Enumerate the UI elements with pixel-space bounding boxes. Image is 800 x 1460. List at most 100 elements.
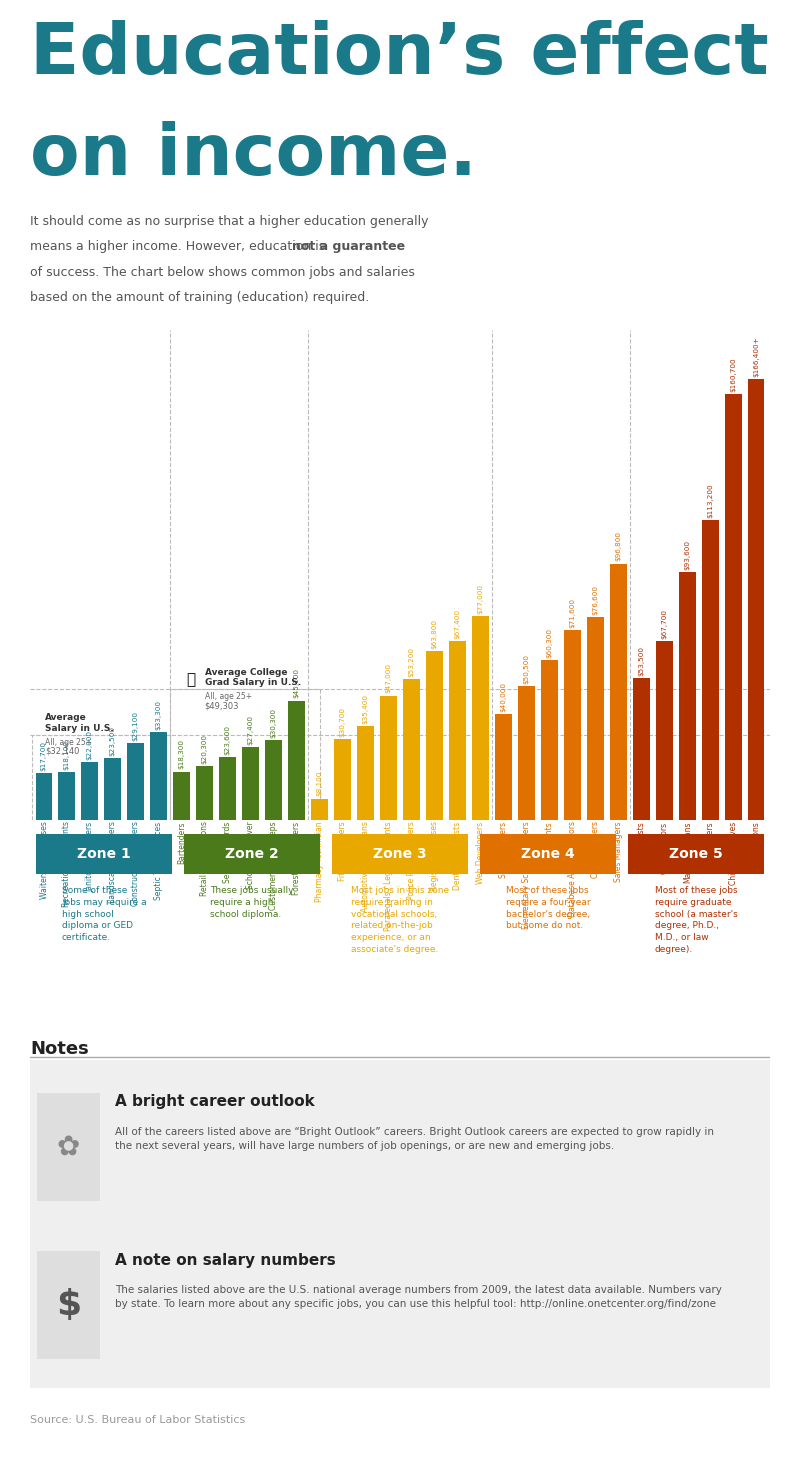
Bar bbox=[702, 520, 718, 821]
Text: $18,300: $18,300 bbox=[178, 739, 185, 769]
Text: $113,200: $113,200 bbox=[707, 483, 714, 518]
FancyBboxPatch shape bbox=[628, 834, 764, 875]
Text: Education’s effect: Education’s effect bbox=[30, 20, 769, 89]
FancyBboxPatch shape bbox=[36, 834, 172, 875]
Text: Most jobs in this zone
require training in
vocational schools,
related on-the-jo: Most jobs in this zone require training … bbox=[351, 886, 449, 953]
FancyBboxPatch shape bbox=[38, 1251, 100, 1359]
Bar bbox=[219, 758, 236, 821]
Bar bbox=[495, 714, 512, 821]
Text: $22,000: $22,000 bbox=[86, 730, 93, 759]
Bar bbox=[170, 689, 319, 821]
Bar bbox=[242, 748, 259, 821]
Bar bbox=[196, 766, 213, 821]
Text: Zone 4: Zone 4 bbox=[521, 847, 575, 861]
Text: Notes: Notes bbox=[30, 1041, 89, 1058]
Bar bbox=[564, 631, 581, 821]
Text: of success. The chart below shows common jobs and salaries: of success. The chart below shows common… bbox=[30, 266, 415, 279]
Bar bbox=[58, 772, 75, 821]
Text: $17,700: $17,700 bbox=[41, 742, 46, 771]
Text: $76,600: $76,600 bbox=[592, 585, 598, 615]
Text: $33,300: $33,300 bbox=[156, 699, 162, 730]
Text: not a guarantee: not a guarantee bbox=[292, 241, 405, 253]
Text: All, age 25+: All, age 25+ bbox=[45, 737, 92, 746]
Text: $23,600: $23,600 bbox=[225, 726, 230, 755]
Text: A note on salary numbers: A note on salary numbers bbox=[115, 1253, 336, 1267]
Text: Zone 5: Zone 5 bbox=[669, 847, 723, 861]
Text: $18,100: $18,100 bbox=[64, 740, 70, 769]
Bar bbox=[32, 734, 170, 821]
Text: A bright career outlook: A bright career outlook bbox=[115, 1095, 315, 1110]
Text: $29,100: $29,100 bbox=[133, 711, 138, 740]
Text: ✿: ✿ bbox=[57, 1133, 80, 1161]
Text: $49,303: $49,303 bbox=[205, 701, 239, 711]
Bar bbox=[334, 739, 351, 821]
Text: on income.: on income. bbox=[30, 121, 477, 190]
Text: $96,800: $96,800 bbox=[615, 531, 622, 562]
Bar bbox=[174, 771, 190, 821]
Bar bbox=[35, 774, 52, 821]
Text: Zone 3: Zone 3 bbox=[373, 847, 427, 861]
Bar bbox=[679, 572, 695, 821]
Text: Most of these jobs
require graduate
school (a master's
degree, Ph.D.,
M.D., or l: Most of these jobs require graduate scho… bbox=[654, 886, 738, 953]
Text: means a higher income. However, education is: means a higher income. However, educatio… bbox=[30, 241, 330, 253]
Text: All of the careers listed above are “Bright Outlook” careers. Bright Outlook car: All of the careers listed above are “Bri… bbox=[115, 1127, 714, 1150]
Bar bbox=[610, 564, 626, 821]
Text: $40,000: $40,000 bbox=[501, 682, 506, 712]
Bar bbox=[656, 641, 673, 821]
FancyBboxPatch shape bbox=[30, 1060, 770, 1388]
Bar bbox=[358, 726, 374, 821]
Text: $63,800: $63,800 bbox=[431, 619, 438, 648]
Text: All, age 25+: All, age 25+ bbox=[205, 692, 252, 701]
Text: $50,500: $50,500 bbox=[523, 654, 530, 685]
Bar bbox=[127, 743, 144, 821]
Text: $71,600: $71,600 bbox=[570, 599, 575, 628]
Text: $35,400: $35,400 bbox=[362, 694, 369, 724]
Bar bbox=[266, 740, 282, 821]
Text: $67,700: $67,700 bbox=[662, 609, 667, 638]
Text: $47,000: $47,000 bbox=[386, 663, 391, 694]
Text: $60,300: $60,300 bbox=[546, 628, 552, 658]
Bar bbox=[518, 686, 534, 821]
Bar bbox=[725, 394, 742, 821]
Text: $166,400+: $166,400+ bbox=[754, 336, 759, 377]
Text: Source: U.S. Bureau of Labor Statistics: Source: U.S. Bureau of Labor Statistics bbox=[30, 1415, 246, 1425]
Bar bbox=[633, 679, 650, 821]
FancyBboxPatch shape bbox=[332, 834, 468, 875]
Text: $8,100: $8,100 bbox=[317, 771, 322, 796]
Bar bbox=[105, 758, 121, 821]
Text: $45,100: $45,100 bbox=[294, 669, 299, 698]
FancyBboxPatch shape bbox=[38, 1092, 100, 1200]
Text: Zone 2: Zone 2 bbox=[225, 847, 279, 861]
Bar bbox=[449, 641, 466, 821]
Text: $30,300: $30,300 bbox=[270, 708, 277, 737]
Text: Zone 1: Zone 1 bbox=[77, 847, 131, 861]
Text: $27,400: $27,400 bbox=[248, 715, 254, 745]
Text: $77,000: $77,000 bbox=[478, 584, 483, 615]
Text: It should come as no surprise that a higher education generally: It should come as no surprise that a hig… bbox=[30, 215, 429, 228]
Bar bbox=[587, 618, 604, 821]
Text: Average
Salary in U.S.: Average Salary in U.S. bbox=[45, 714, 114, 733]
Text: Most of these jobs
require a four-year
bachelor's degree,
but some do not.: Most of these jobs require a four-year b… bbox=[506, 886, 590, 930]
Text: $160,700: $160,700 bbox=[730, 358, 736, 393]
Text: $93,600: $93,600 bbox=[684, 540, 690, 569]
Bar bbox=[150, 731, 167, 821]
Bar bbox=[748, 380, 765, 821]
Bar bbox=[426, 651, 442, 821]
Bar bbox=[541, 660, 558, 821]
Text: Average College
Grad Salary in U.S.: Average College Grad Salary in U.S. bbox=[205, 667, 301, 688]
FancyBboxPatch shape bbox=[480, 834, 616, 875]
Text: The salaries listed above are the U.S. national average numbers from 2009, the l: The salaries listed above are the U.S. n… bbox=[115, 1285, 722, 1310]
Text: Some of these
jobs may require a
high school
diploma or GED
certificate.: Some of these jobs may require a high sc… bbox=[62, 886, 146, 942]
Bar bbox=[472, 616, 489, 821]
Text: based on the amount of training (education) required.: based on the amount of training (educati… bbox=[30, 291, 370, 304]
FancyBboxPatch shape bbox=[184, 834, 320, 875]
Text: $53,500: $53,500 bbox=[638, 647, 644, 676]
Bar bbox=[82, 762, 98, 821]
Bar bbox=[311, 799, 328, 821]
Text: These jobs usually
require a high
school diploma.: These jobs usually require a high school… bbox=[210, 886, 294, 918]
Bar bbox=[380, 695, 397, 821]
Text: $30,700: $30,700 bbox=[339, 707, 346, 736]
Text: $67,400: $67,400 bbox=[454, 609, 461, 639]
Text: $: $ bbox=[56, 1288, 81, 1321]
Text: $23,500: $23,500 bbox=[110, 726, 116, 756]
